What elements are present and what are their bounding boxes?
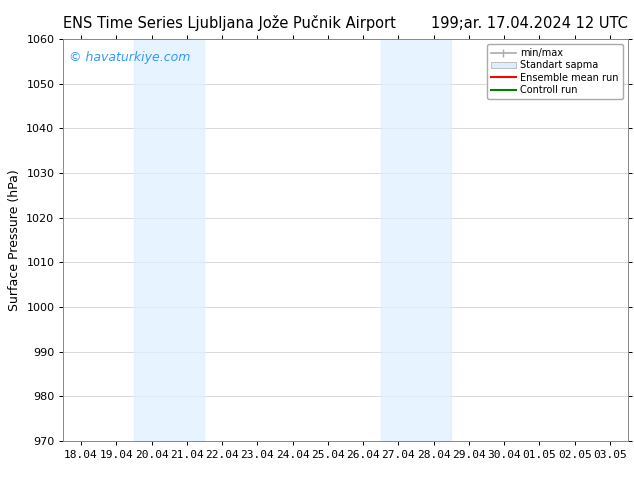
Y-axis label: Surface Pressure (hPa): Surface Pressure (hPa)	[8, 169, 21, 311]
Legend: min/max, Standart sapma, Ensemble mean run, Controll run: min/max, Standart sapma, Ensemble mean r…	[488, 44, 623, 99]
Bar	[381, 39, 451, 441]
Text: ENS Time Series Ljubljana Jože Pučnik Airport: ENS Time Series Ljubljana Jože Pučnik Ai…	[63, 15, 396, 31]
Bar	[134, 39, 204, 441]
Text: © havaturkiye.com: © havaturkiye.com	[69, 51, 190, 64]
Text: 199;ar. 17.04.2024 12 UTC: 199;ar. 17.04.2024 12 UTC	[430, 16, 628, 31]
